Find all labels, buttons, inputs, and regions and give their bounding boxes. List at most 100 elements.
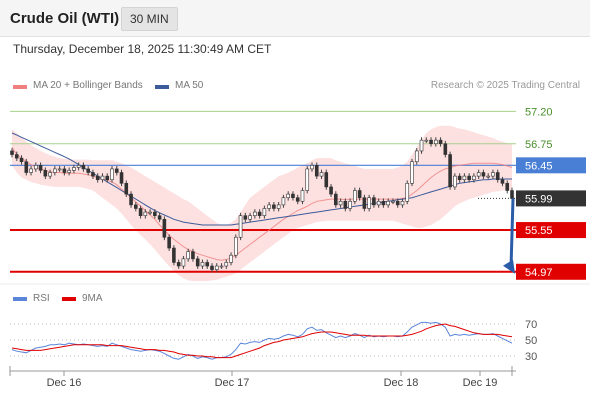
candle-body — [319, 172, 324, 177]
candle-body — [67, 170, 71, 173]
candle-body — [434, 139, 438, 145]
level-label-56.45: 56.45 — [525, 160, 553, 172]
timeframe-button[interactable]: 30 MIN — [121, 7, 178, 31]
level-label-box-54.97 — [516, 263, 586, 280]
price-levels: 57.20 56.75 56.45 55.99 55.55 54.97 — [10, 106, 586, 280]
candle-body — [405, 183, 410, 202]
candle-body — [395, 200, 400, 206]
candle-body — [467, 175, 471, 181]
candle-body — [48, 172, 52, 177]
candle-body — [448, 154, 452, 188]
candle-body — [19, 157, 24, 163]
candle-body — [348, 200, 352, 209]
candle-body — [195, 258, 200, 267]
candle-body — [424, 139, 429, 142]
rsi-line — [11, 321, 513, 360]
candle-body — [391, 200, 395, 203]
level-label-box-55.99 — [516, 190, 586, 207]
candle-body — [24, 161, 29, 173]
candle-body — [43, 170, 48, 177]
candle-body — [95, 175, 100, 181]
x-tick-label: Dec 16 — [47, 377, 82, 389]
chart-header: Crude Oil (WTI) 30 MIN — [0, 0, 590, 37]
candle-body — [53, 168, 57, 173]
candle-body — [476, 172, 481, 177]
ma20-legend-label: MA 20 + Bollinger Bands — [33, 80, 143, 91]
ma50-line — [11, 132, 512, 226]
timestamp: Thursday, December 18, 2025 11:30:49 AM … — [13, 42, 272, 56]
candle-body — [34, 165, 38, 170]
candle-body — [62, 168, 67, 173]
candle-body — [172, 247, 176, 263]
candle-body — [191, 251, 195, 260]
candle-body — [429, 139, 433, 145]
candle-body — [176, 262, 181, 267]
candle-body — [114, 168, 119, 173]
candle-body — [57, 168, 62, 171]
candle-body — [234, 236, 238, 256]
candle-body — [500, 179, 505, 184]
candle-body — [386, 200, 390, 206]
candle-body — [129, 193, 133, 206]
ma20-legend-swatch — [13, 85, 27, 89]
candle-body — [124, 183, 129, 195]
ma9-legend-swatch — [62, 297, 76, 301]
candle-body — [143, 211, 148, 216]
candle-body — [138, 208, 143, 216]
candle-body — [295, 197, 300, 202]
projection-arrow-line — [509, 198, 515, 268]
candle-body — [472, 175, 476, 181]
instrument-title: Crude Oil (WTI) — [10, 10, 120, 27]
candle-body — [338, 200, 343, 206]
candle-body — [29, 168, 33, 173]
copyright-text: Research © 2025 Trading Central — [430, 80, 580, 91]
level-label-box-56.45 — [516, 157, 586, 174]
candle-body — [286, 193, 290, 198]
ma50-legend-swatch — [155, 85, 169, 89]
candle-body — [362, 197, 367, 209]
candle-body — [91, 172, 95, 177]
rsi-9ma-line — [11, 323, 513, 359]
candle-body — [314, 165, 319, 177]
level-label-57.20: 57.20 — [525, 106, 553, 118]
rsi-tick-30: 30 — [525, 351, 537, 363]
candle-body — [214, 265, 219, 270]
candle-body — [14, 154, 19, 159]
candle-body — [400, 200, 405, 206]
candle-body — [229, 254, 233, 263]
candle-body — [248, 215, 252, 220]
candle-body — [414, 150, 419, 163]
candle-body — [205, 262, 210, 267]
candle-body — [81, 165, 86, 170]
candle-body — [110, 168, 114, 181]
candle-body — [276, 204, 281, 209]
candle-body — [334, 193, 338, 206]
candle-body — [210, 265, 214, 270]
candle-body — [238, 215, 243, 238]
x-tick-label: Dec 17 — [215, 377, 250, 389]
candle-body — [219, 265, 224, 268]
candle-body — [376, 200, 381, 206]
candle-body — [372, 197, 376, 206]
rsi-tick-70: 70 — [525, 319, 537, 331]
level-label-box-55.55 — [516, 222, 586, 239]
level-label-56.75: 56.75 — [525, 139, 553, 151]
candle-body — [419, 139, 424, 152]
ma50-legend-label: MA 50 — [175, 80, 204, 91]
rsi-legend-swatch — [13, 297, 27, 301]
rsi-legend-label: RSI — [33, 293, 50, 304]
projection-arrowhead — [503, 259, 515, 274]
candle-body — [100, 175, 105, 181]
candle-body — [257, 211, 262, 216]
candle-body — [343, 200, 348, 209]
ma9-legend-label: 9MA — [82, 293, 103, 304]
level-label-54.97: 54.97 — [525, 267, 553, 279]
candle-body — [491, 172, 495, 177]
candle-body — [262, 208, 267, 216]
candle-body — [462, 175, 467, 181]
candle-body — [281, 197, 286, 206]
candle-body — [481, 172, 486, 177]
x-tick-label: Dec 18 — [384, 377, 419, 389]
candle-body — [186, 251, 190, 260]
